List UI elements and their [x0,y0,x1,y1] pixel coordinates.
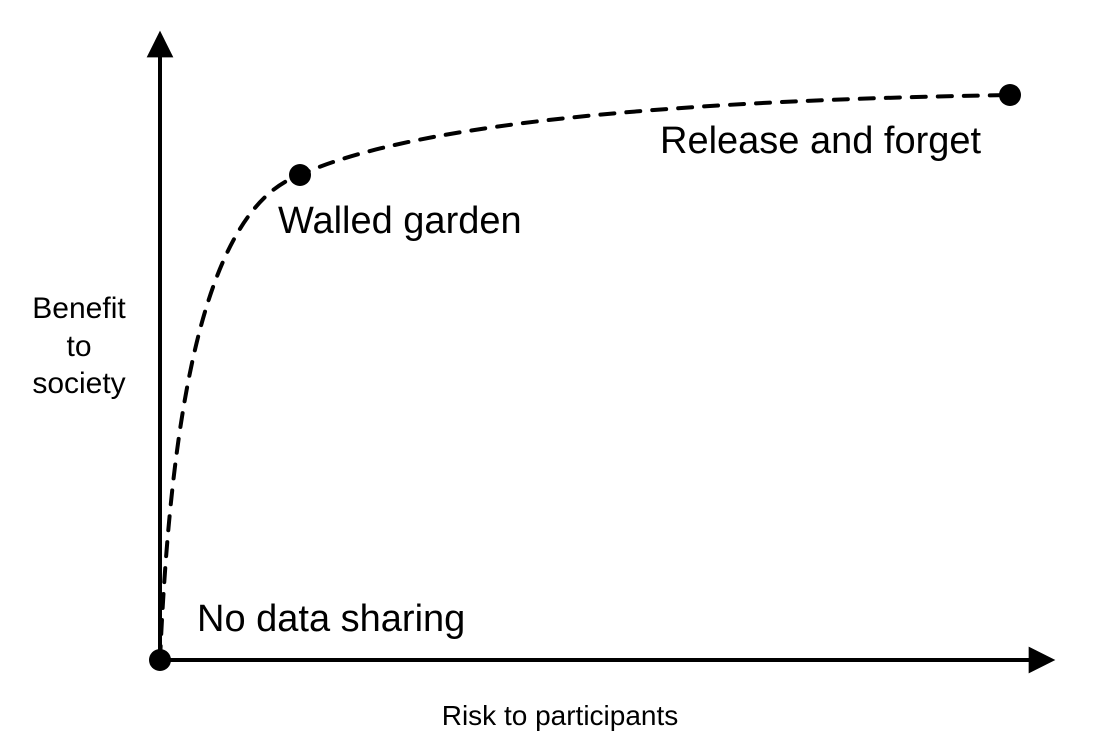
y-axis-label-line-2: to [14,328,144,366]
y-axis-label-line-3: society [14,365,144,403]
point-label-text-no-data-sharing: No data sharing [197,598,465,640]
point-label-text-walled-garden: Walled garden [278,200,522,242]
x-axis-label: Risk to participants [350,700,770,732]
chart-svg [0,0,1106,756]
risk-benefit-chart: Benefit to society Risk to participants … [0,0,1106,756]
y-axis-label-line-1: Benefit [14,290,144,328]
data-point-no-data-sharing [149,649,171,671]
point-label-no-data-sharing: No data sharing [197,598,465,641]
point-label-walled-garden: Walled garden [278,200,522,243]
point-label-release-and-forget: Release and forget [660,120,981,163]
trend-curve [160,95,1010,660]
point-label-text-release-and-forget: Release and forget [660,120,981,162]
data-point-walled-garden [289,164,311,186]
y-axis-label: Benefit to society [14,290,144,403]
data-point-release-and-forget [999,84,1021,106]
x-axis-label-text: Risk to participants [442,700,679,731]
